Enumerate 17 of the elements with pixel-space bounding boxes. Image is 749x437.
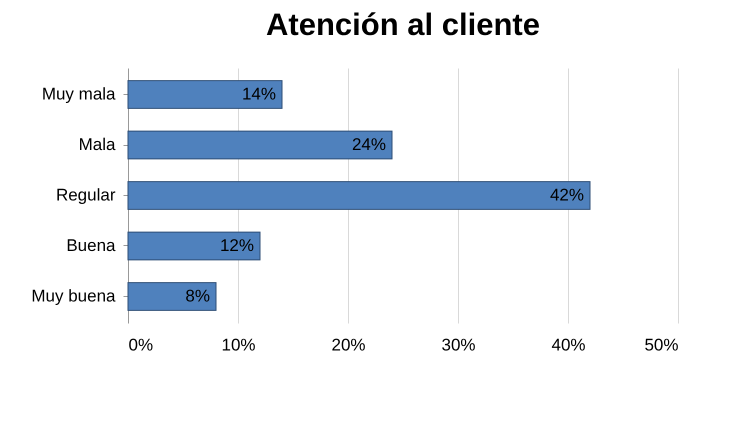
chart-title: Atención al cliente — [266, 7, 540, 42]
data-label: 8% — [185, 286, 210, 306]
data-label: 42% — [550, 186, 584, 204]
x-tick-label: 20% — [331, 336, 366, 354]
x-tick-label: 30% — [441, 336, 476, 354]
x-tick-label: 10% — [221, 336, 256, 354]
data-label: 12% — [220, 236, 254, 255]
y-tick-label: Muy mala — [42, 84, 116, 104]
y-tick-label: Buena — [66, 236, 116, 255]
data-label: 24% — [352, 135, 386, 154]
y-tick-label: Muy buena — [31, 286, 116, 306]
x-tick-label: 50% — [644, 336, 678, 354]
y-tick-label: Regular — [56, 186, 116, 204]
data-label: 14% — [242, 84, 276, 104]
y-tick-label: Mala — [78, 135, 116, 154]
x-tick-label: 0% — [128, 336, 154, 354]
x-tick-label: 40% — [551, 336, 586, 354]
